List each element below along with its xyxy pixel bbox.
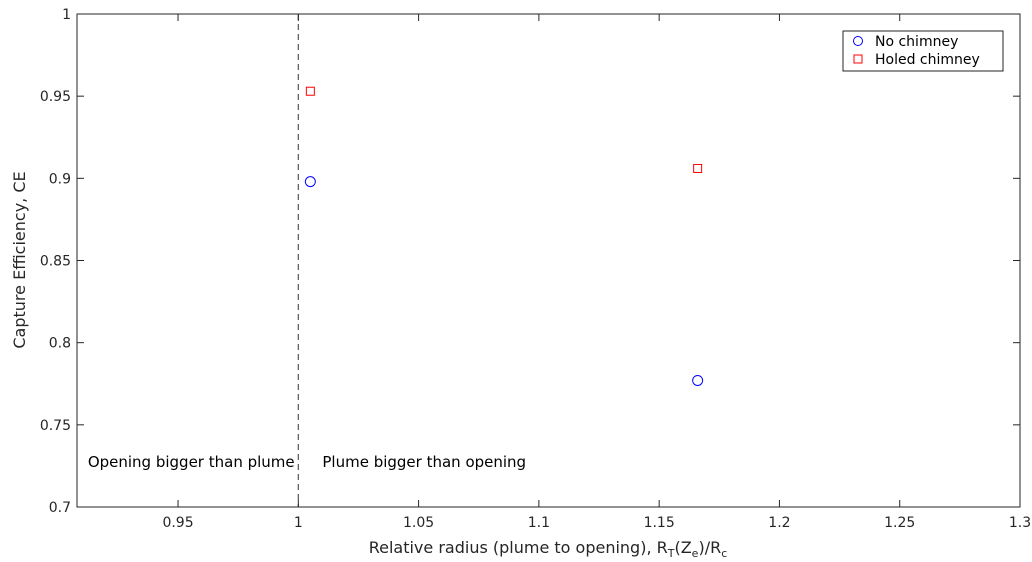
y-tick-label: 0.9 <box>49 171 71 187</box>
x-tick-label: 1.05 <box>403 515 434 531</box>
x-axis-title-sub-e: e <box>692 547 699 560</box>
x-axis-title-mid: (Z <box>674 538 691 557</box>
x-tick-label: 1.2 <box>768 515 790 531</box>
holed-chimney-point <box>693 163 703 173</box>
x-axis-title: Relative radius (plume to opening), RT(Z… <box>369 538 728 560</box>
legend-box <box>842 30 1004 72</box>
plot-area <box>76 13 1021 508</box>
x-tick-label: 0.95 <box>162 515 193 531</box>
x-axis-title-main: Relative radius (plume to opening), R <box>369 538 668 557</box>
no-chimney-point <box>304 176 316 188</box>
y-tick-label: 0.8 <box>49 336 71 352</box>
x-tick-label: 1.3 <box>1009 515 1031 531</box>
y-tick-label: 0.85 <box>40 254 71 270</box>
y-tick-label: 1 <box>62 7 71 23</box>
x-axis-title-sub-t: T <box>667 547 675 560</box>
x-axis-title-sub-c: c <box>721 547 727 560</box>
holed-chimney-point <box>305 86 315 96</box>
legend: No chimney Holed chimney <box>842 30 1004 72</box>
annotation-plume-bigger: Plume bigger than opening <box>322 453 526 471</box>
legend-marker-no-chimney <box>853 36 863 46</box>
x-tick-label: 1 <box>294 515 303 531</box>
x-axis-title-after: )/R <box>698 538 721 557</box>
legend-label-holed-chimney: Holed chimney <box>875 52 980 68</box>
annotation-opening-bigger: Opening bigger than plume <box>88 453 295 471</box>
x-tick-label: 1.1 <box>528 515 550 531</box>
y-tick-label: 0.7 <box>49 500 71 516</box>
legend-marker-holed-chimney <box>853 54 863 64</box>
y-tick-label: 0.75 <box>40 418 71 434</box>
x-tick-label: 1.15 <box>644 515 675 531</box>
legend-label-no-chimney: No chimney <box>875 34 958 50</box>
y-tick-label: 0.95 <box>40 89 71 105</box>
y-axis-title: Capture Efficiency, CE <box>10 171 29 348</box>
no-chimney-point <box>692 374 704 386</box>
x-tick-label: 1.25 <box>884 515 915 531</box>
